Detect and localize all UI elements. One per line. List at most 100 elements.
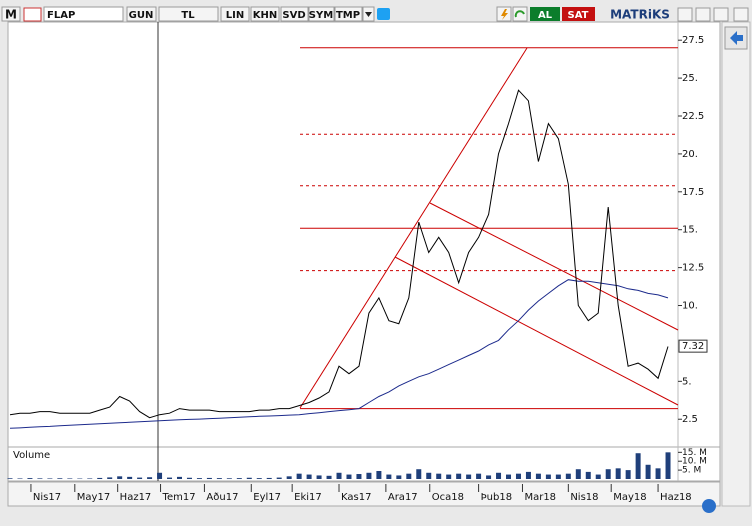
volume-bar xyxy=(536,474,541,479)
volume-pane[interactable] xyxy=(8,447,720,481)
volume-bar xyxy=(127,477,132,479)
x-tick-label: Eyl17 xyxy=(253,492,281,503)
volume-bar xyxy=(297,474,302,479)
y-tick-label: 27.5 xyxy=(682,35,704,46)
y-tick-label: 17.5 xyxy=(682,187,704,198)
window-button[interactable] xyxy=(714,8,728,21)
volume-bar xyxy=(626,470,631,479)
volume-bar xyxy=(267,478,272,479)
volume-bar xyxy=(137,478,142,479)
y-tick-label: 5. xyxy=(682,376,692,387)
flag-icon[interactable] xyxy=(24,8,41,21)
volume-bar xyxy=(187,478,192,479)
side-panel xyxy=(722,22,750,506)
volume-bar xyxy=(307,475,312,479)
volume-bar xyxy=(496,473,501,479)
x-tick-label: Oca18 xyxy=(432,492,464,503)
volume-bar xyxy=(606,469,611,479)
x-tick-label: Kas17 xyxy=(341,492,371,503)
window-button[interactable] xyxy=(696,8,710,21)
x-tick-label: Mar18 xyxy=(524,492,556,503)
volume-bar xyxy=(346,475,351,479)
button-label: LIN xyxy=(226,10,244,21)
volume-bar xyxy=(616,468,621,479)
window-button[interactable] xyxy=(734,8,748,21)
y-tick-label: 22.5 xyxy=(682,111,704,122)
volume-bar xyxy=(147,477,152,479)
y-tick-label: 25. xyxy=(682,73,698,84)
volume-bar xyxy=(666,452,671,479)
y-tick-label: 20. xyxy=(682,149,698,160)
y-tick-label: 12.5 xyxy=(682,263,704,274)
volume-bar xyxy=(327,476,332,479)
volume-bar xyxy=(167,478,172,479)
sell-label: SAT xyxy=(568,10,589,21)
volume-bar xyxy=(117,476,122,479)
twitter-icon[interactable] xyxy=(377,8,390,20)
button-label: TMP xyxy=(336,10,360,21)
x-tick-label: May17 xyxy=(77,492,110,503)
sync-icon[interactable] xyxy=(702,499,716,513)
window-button[interactable] xyxy=(678,8,692,21)
volume-bar xyxy=(456,474,461,479)
volume-bar xyxy=(406,474,411,479)
volume-bar xyxy=(17,478,22,479)
x-tick-label: Aðu17 xyxy=(206,492,238,503)
volume-bar xyxy=(386,475,391,479)
symbol: FLAP xyxy=(47,10,75,21)
volume-bar xyxy=(506,475,511,479)
volume-bar xyxy=(157,473,162,479)
y-tick-label: 15. xyxy=(682,225,698,236)
volume-bar xyxy=(446,475,451,479)
volume-bar xyxy=(37,478,42,479)
volume-bar xyxy=(177,477,182,479)
volume-bar xyxy=(516,474,521,479)
y-tick-label: 2.5 xyxy=(682,414,698,425)
volume-bar xyxy=(486,475,491,479)
logo: M xyxy=(5,8,17,22)
x-tick-label: Þub18 xyxy=(481,492,512,503)
volume-bar xyxy=(656,468,661,479)
volume-bar xyxy=(197,478,202,479)
volume-bar xyxy=(47,478,52,479)
volume-bar xyxy=(426,473,431,479)
volume-bar xyxy=(287,476,292,479)
volume-bar xyxy=(646,465,651,479)
volume-bar xyxy=(227,478,232,479)
price-pane[interactable] xyxy=(8,22,720,447)
volume-bar xyxy=(57,478,62,479)
volume-bar xyxy=(27,478,32,479)
volume-bar xyxy=(636,453,641,479)
volume-bar xyxy=(556,475,561,479)
button-label: KHN xyxy=(253,10,278,21)
volume-tick-label: 10. M xyxy=(682,457,707,467)
y-tick-label: 10. xyxy=(682,301,698,312)
brand: MATRiKS xyxy=(610,8,670,22)
volume-bar xyxy=(356,474,361,479)
volume-bar xyxy=(566,474,571,479)
volume-bar xyxy=(586,472,591,479)
button-label: GUN xyxy=(129,10,154,21)
volume-bar xyxy=(596,475,601,479)
x-tick-label: Ara17 xyxy=(388,492,418,503)
volume-bar xyxy=(416,469,421,479)
x-tick-label: Tem17 xyxy=(162,492,196,503)
volume-bar xyxy=(67,478,72,479)
volume-bar xyxy=(466,475,471,479)
volume-bar xyxy=(247,478,252,479)
volume-title: Volume xyxy=(13,450,50,461)
button-label: SVD xyxy=(282,10,305,21)
volume-bar xyxy=(277,478,282,479)
x-tick-label: Haz17 xyxy=(120,492,152,503)
button-label: TL xyxy=(181,10,195,21)
volume-bar xyxy=(396,475,401,479)
volume-tick-label: 15. M xyxy=(682,448,707,458)
volume-bar xyxy=(207,478,212,479)
volume-bar xyxy=(8,478,13,479)
volume-bar xyxy=(107,477,112,479)
volume-bar xyxy=(237,478,242,479)
volume-bar xyxy=(476,474,481,479)
volume-bar xyxy=(87,478,92,479)
button-label: SYM xyxy=(309,10,333,21)
